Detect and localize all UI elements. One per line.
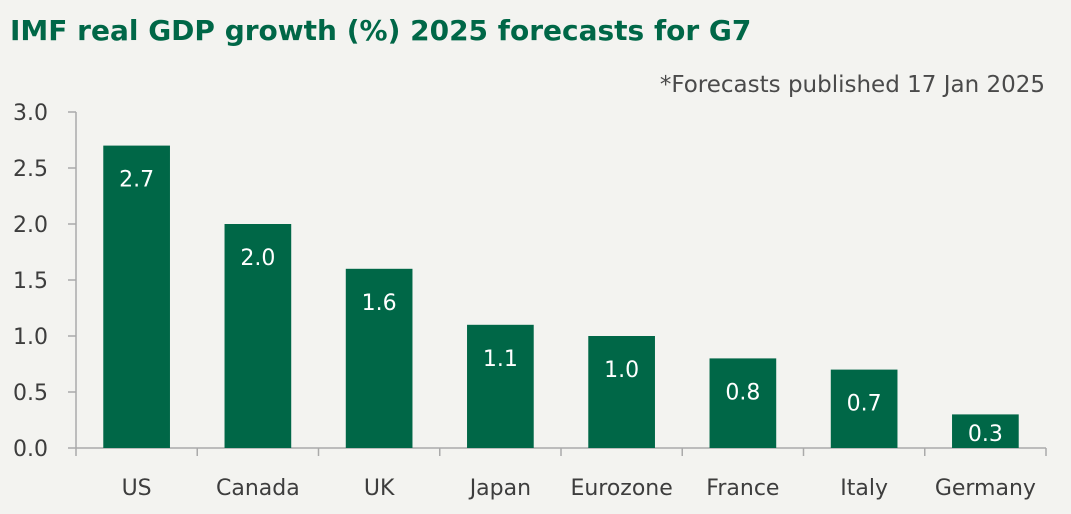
bar-label-group: 2.7 2.0 1.6 1.1 1.0 0.8 0.7 0.3 <box>119 168 1003 447</box>
bar-value-label: 0.7 <box>847 392 882 417</box>
category-label: Canada <box>216 476 300 501</box>
bar <box>709 358 777 448</box>
y-tick-label: 0.5 <box>13 381 48 406</box>
y-axis: 0.0 0.5 1.0 1.5 2.0 2.5 3.0 <box>13 101 77 462</box>
chart-note: *Forecasts published 17 Jan 2025 <box>659 72 1045 98</box>
category-label: Germany <box>935 476 1036 501</box>
category-label: UK <box>364 476 395 501</box>
category-label: Italy <box>840 476 888 501</box>
y-tick-label: 0.0 <box>13 437 48 462</box>
bar <box>830 369 898 448</box>
category-label: France <box>706 476 779 501</box>
bar <box>588 336 655 448</box>
bar-value-label: 1.1 <box>483 347 518 372</box>
bar-value-label: 2.7 <box>119 168 154 193</box>
bar-value-label: 0.8 <box>725 380 760 405</box>
chart-title: IMF real GDP growth (%) 2025 forecasts f… <box>10 14 752 47</box>
bar <box>952 414 1019 448</box>
bar-value-label: 2.0 <box>240 246 275 271</box>
bar <box>103 145 170 448</box>
y-tick-label: 1.5 <box>13 269 48 294</box>
bar-value-label: 0.3 <box>968 422 1003 447</box>
bar <box>224 224 292 448</box>
category-label: Eurozone <box>570 476 672 501</box>
category-label: US <box>122 476 152 501</box>
y-tick-label: 3.0 <box>13 101 48 126</box>
category-label: Japan <box>468 476 531 501</box>
bar-value-label: 1.0 <box>604 358 639 383</box>
bar-value-label: 1.6 <box>362 291 397 316</box>
y-tick-label: 2.5 <box>13 157 48 182</box>
bar-group <box>103 145 1019 448</box>
bar <box>467 324 534 448</box>
y-tick-label: 2.0 <box>13 213 48 238</box>
y-tick-label: 1.0 <box>13 325 48 350</box>
bar <box>345 268 413 448</box>
category-label-group: US Canada UK Japan Eurozone France Italy German… <box>122 476 1036 501</box>
x-axis <box>75 447 1047 456</box>
